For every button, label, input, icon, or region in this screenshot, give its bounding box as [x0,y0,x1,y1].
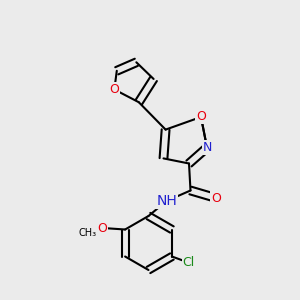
Text: O: O [110,83,119,96]
Text: NH: NH [156,194,177,208]
Text: Cl: Cl [182,256,194,269]
Text: O: O [98,221,108,235]
Text: O: O [196,110,206,124]
Text: CH₃: CH₃ [79,227,97,238]
Text: O: O [211,191,221,205]
Text: N: N [202,141,212,154]
